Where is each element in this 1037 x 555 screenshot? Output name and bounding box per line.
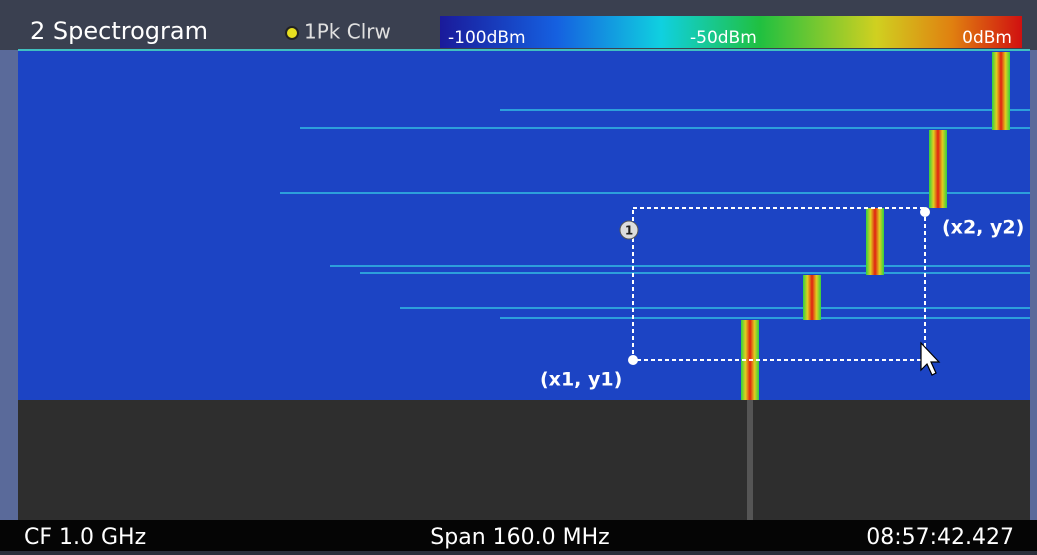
scale-label: -100dBm: [448, 28, 526, 48]
status-cf: CF 1.0 GHz: [24, 525, 146, 550]
corner-handle[interactable]: [920, 207, 930, 217]
annotation: (x1, y1): [540, 369, 622, 391]
side-frame: [1030, 50, 1037, 520]
empty-area: [18, 400, 1030, 520]
corner-handle[interactable]: [628, 355, 638, 365]
scale-label: 0dBm: [962, 28, 1012, 48]
horizontal-traces: [280, 109, 1030, 319]
status-span: Span 160.0 MHz: [430, 525, 609, 550]
side-frame: [0, 50, 18, 520]
color-scale: [440, 16, 1022, 48]
scale-label: -50dBm: [690, 28, 757, 48]
mouse-cursor: [920, 341, 941, 376]
window-title: 2 Spectrogram: [30, 17, 208, 45]
trace-indicator: [285, 26, 299, 40]
trace-label: 1Pk Clrw: [304, 20, 391, 44]
signal-bursts: [741, 52, 1010, 400]
status-bar: [0, 520, 1037, 551]
status-time: 08:57:42.427: [866, 525, 1014, 550]
annotation: (x2, y2): [942, 217, 1024, 239]
marker-label: 1: [625, 224, 633, 238]
selection-rectangle[interactable]: [632, 207, 926, 361]
marker[interactable]: [619, 220, 639, 240]
